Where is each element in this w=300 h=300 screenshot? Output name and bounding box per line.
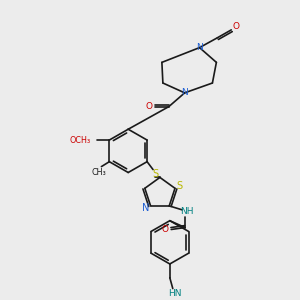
Text: S: S [152,169,158,179]
Text: N: N [142,203,149,213]
Text: S: S [177,181,183,191]
Text: O: O [146,102,152,111]
Text: NH: NH [180,207,194,216]
Text: CH₃: CH₃ [91,168,106,177]
Text: OCH₃: OCH₃ [69,136,91,145]
Text: HN: HN [168,289,182,298]
Text: N: N [196,43,203,52]
Text: O: O [162,225,169,234]
Text: N: N [181,88,188,97]
Text: O: O [233,22,240,32]
